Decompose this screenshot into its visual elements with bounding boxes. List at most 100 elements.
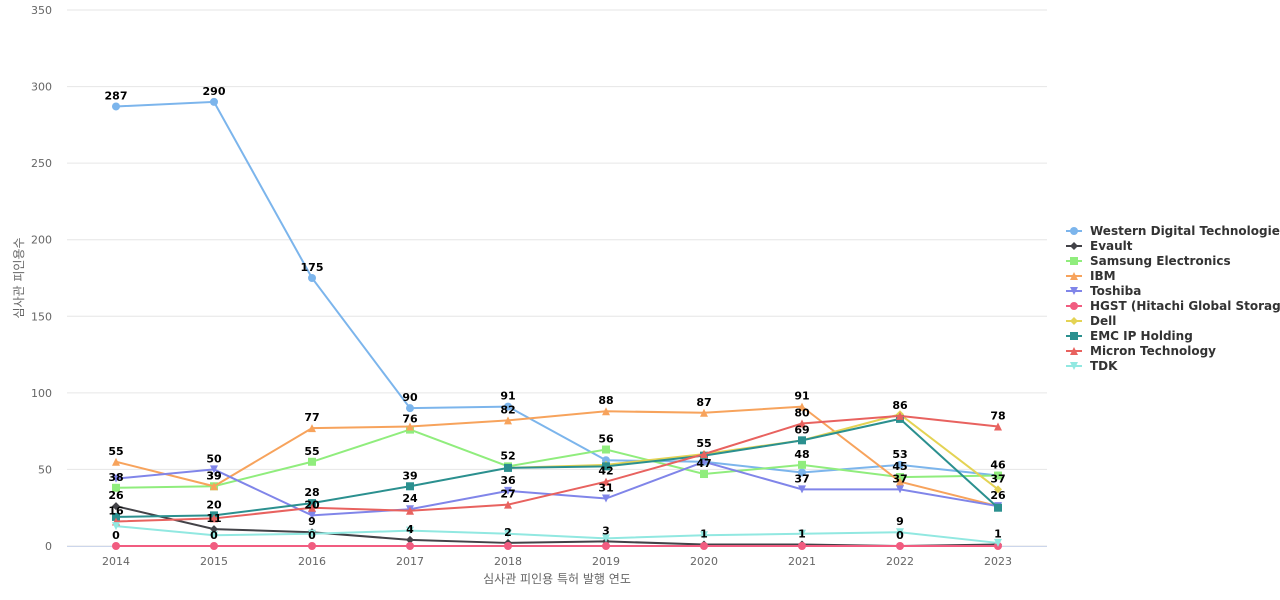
legend-label: Samsung Electronics: [1090, 253, 1231, 268]
data-point[interactable]: [602, 445, 610, 454]
data-point[interactable]: [896, 485, 904, 494]
data-point[interactable]: [896, 477, 904, 486]
data-point[interactable]: [308, 274, 316, 282]
data-point[interactable]: [798, 460, 806, 469]
data-point[interactable]: [994, 422, 1002, 431]
data-label: 37: [892, 472, 907, 485]
data-point[interactable]: [798, 436, 806, 445]
data-point[interactable]: [308, 529, 316, 538]
data-label: 3: [602, 524, 610, 537]
data-point[interactable]: [994, 503, 1002, 512]
data-point[interactable]: [798, 419, 806, 428]
data-point[interactable]: [308, 503, 316, 512]
data-point[interactable]: [504, 486, 512, 495]
series-6: [504, 410, 1002, 494]
data-point[interactable]: [210, 514, 218, 523]
data-point[interactable]: [112, 483, 120, 492]
data-point[interactable]: [308, 499, 316, 508]
data-point[interactable]: [112, 474, 120, 483]
data-point[interactable]: [700, 457, 708, 466]
data-point[interactable]: [406, 422, 414, 431]
data-point[interactable]: [406, 526, 414, 535]
data-point[interactable]: [406, 506, 414, 515]
data-point[interactable]: [602, 494, 610, 503]
data-point[interactable]: [406, 482, 414, 491]
legend-item[interactable]: TDK: [1066, 358, 1276, 373]
data-point[interactable]: [308, 424, 316, 433]
data-point[interactable]: [896, 528, 904, 537]
data-label: 77: [304, 411, 319, 424]
data-point[interactable]: [504, 529, 512, 538]
legend-item[interactable]: Evault: [1066, 238, 1276, 253]
legend-item[interactable]: IBM: [1066, 268, 1276, 283]
data-point[interactable]: [602, 534, 610, 543]
data-point[interactable]: [112, 502, 120, 511]
data-point[interactable]: [112, 522, 120, 531]
data-point[interactable]: [406, 535, 414, 544]
legend-item[interactable]: EMC IP Holding: [1066, 328, 1276, 343]
data-label: 48: [794, 448, 809, 461]
data-point[interactable]: [504, 500, 512, 509]
data-point[interactable]: [798, 402, 806, 411]
data-point[interactable]: [994, 538, 1002, 547]
data-point[interactable]: [308, 542, 316, 550]
data-point[interactable]: [700, 408, 708, 417]
legend-label: Western Digital Technologies: [1090, 223, 1280, 238]
data-point[interactable]: [994, 471, 1002, 480]
data-point[interactable]: [112, 542, 120, 550]
series-line: [115, 414, 999, 523]
data-point[interactable]: [602, 477, 610, 486]
series-3: [112, 402, 1002, 511]
data-point[interactable]: [602, 456, 610, 465]
data-point[interactable]: [896, 542, 904, 550]
data-point[interactable]: [504, 416, 512, 425]
data-point[interactable]: [798, 468, 806, 477]
data-label: 1: [994, 527, 1002, 540]
data-point[interactable]: [210, 542, 218, 550]
legend-item[interactable]: Toshiba: [1066, 283, 1276, 298]
data-point[interactable]: [700, 470, 708, 479]
data-label: 16: [108, 504, 124, 517]
data-point[interactable]: [210, 97, 218, 106]
data-point[interactable]: [504, 402, 512, 411]
data-point[interactable]: [406, 404, 414, 413]
y-tick-label: 250: [31, 157, 52, 170]
data-point[interactable]: [308, 457, 316, 466]
data-point[interactable]: [896, 460, 904, 469]
data-point[interactable]: [210, 531, 218, 540]
data-point[interactable]: [700, 450, 708, 459]
data-point[interactable]: [602, 462, 610, 471]
data-point[interactable]: [112, 102, 120, 111]
data-label: 1: [798, 527, 806, 540]
data-point[interactable]: [504, 463, 512, 472]
data-point[interactable]: [210, 465, 218, 474]
data-point[interactable]: [210, 482, 218, 491]
legend-item[interactable]: Micron Technology: [1066, 343, 1276, 358]
legend-label: EMC IP Holding: [1090, 328, 1193, 343]
data-point[interactable]: [798, 529, 806, 538]
data-point[interactable]: [406, 542, 414, 550]
legend-item[interactable]: Samsung Electronics: [1066, 253, 1276, 268]
data-point[interactable]: [798, 485, 806, 494]
data-point[interactable]: [798, 542, 806, 550]
legend-item[interactable]: Western Digital Technologies: [1066, 223, 1280, 238]
series-9: [112, 522, 1002, 547]
legend-swatch: [1066, 226, 1082, 235]
data-point[interactable]: [112, 512, 120, 521]
data-point[interactable]: [308, 511, 316, 520]
data-point[interactable]: [602, 407, 610, 416]
data-point[interactable]: [896, 411, 904, 420]
legend-label: HGST (Hitachi Global Storag...: [1090, 298, 1280, 313]
data-point[interactable]: [504, 542, 512, 550]
legend-item[interactable]: Dell: [1066, 313, 1276, 328]
data-point[interactable]: [994, 485, 1002, 494]
legend-label: Dell: [1090, 313, 1117, 328]
data-point[interactable]: [210, 525, 218, 534]
data-point[interactable]: [700, 531, 708, 540]
data-label: 42: [598, 465, 613, 478]
series-line: [507, 413, 999, 491]
data-point[interactable]: [700, 542, 708, 550]
data-point[interactable]: [602, 542, 610, 550]
legend-item[interactable]: HGST (Hitachi Global Storag...: [1066, 298, 1280, 313]
data-point[interactable]: [112, 457, 120, 466]
